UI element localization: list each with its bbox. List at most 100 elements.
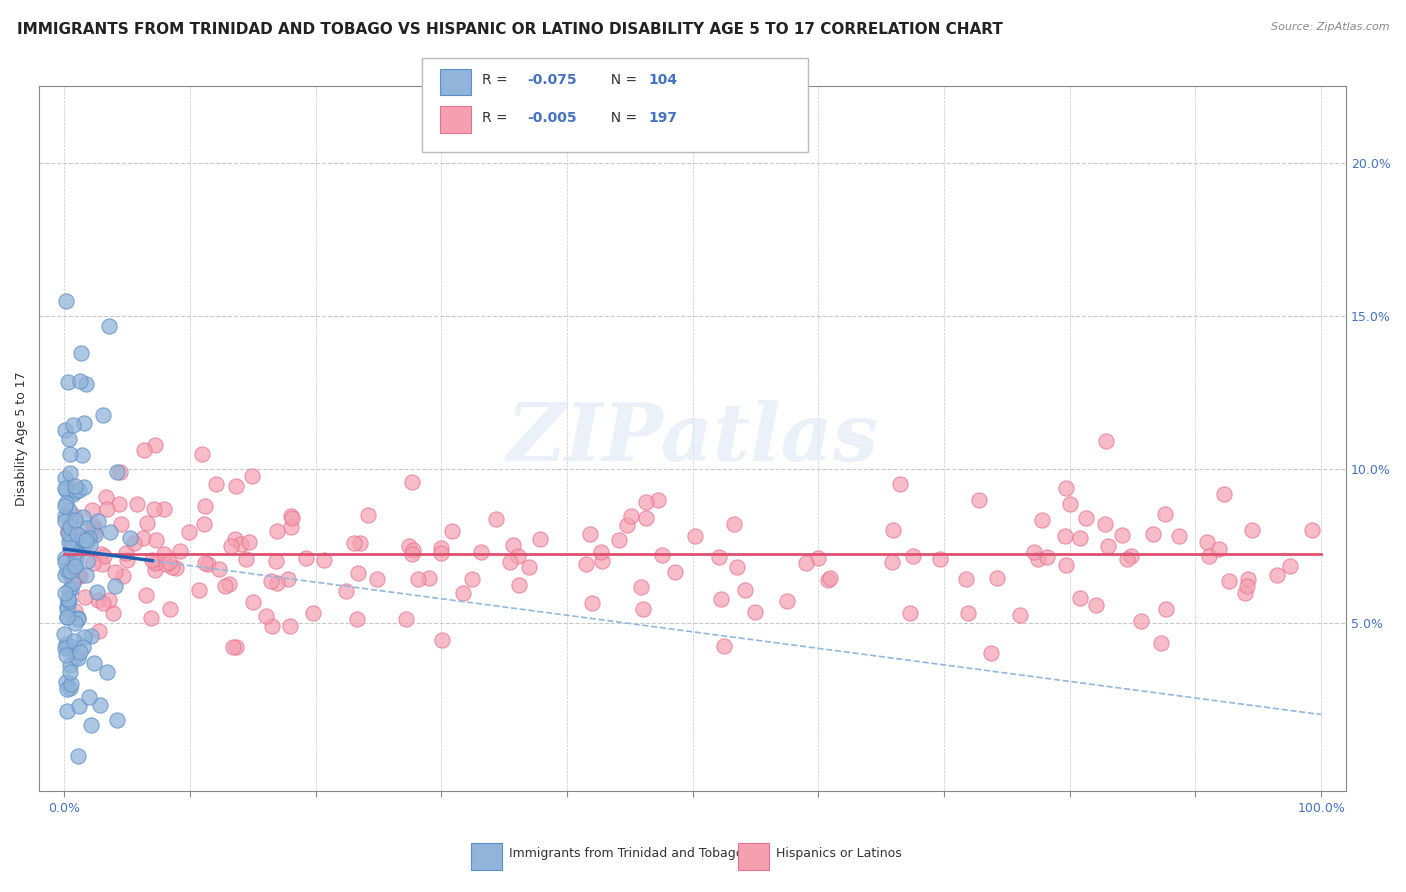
Point	[90, 547, 112, 561]
Point	[1069, 591, 1091, 605]
Point	[734, 582, 756, 597]
Point	[55, 514, 77, 528]
Point	[63, 634, 86, 648]
Point	[110, 517, 132, 532]
Point	[589, 545, 612, 559]
Point	[75, 568, 97, 582]
Point	[159, 601, 181, 615]
Point	[1026, 551, 1049, 566]
Point	[980, 646, 1002, 660]
Point	[683, 529, 706, 543]
Point	[55, 293, 77, 308]
Point	[1085, 598, 1108, 612]
Point	[889, 477, 911, 491]
Point	[60, 582, 83, 596]
Point	[62, 576, 84, 591]
Point	[63, 543, 86, 558]
Point	[280, 509, 302, 524]
Point	[529, 532, 551, 546]
Point	[1054, 481, 1077, 495]
Point	[1241, 523, 1264, 537]
Point	[636, 494, 658, 508]
Point	[136, 516, 159, 530]
Text: R =: R =	[482, 73, 512, 87]
Point	[91, 409, 114, 423]
Point	[55, 483, 77, 497]
Point	[238, 535, 260, 549]
Point	[60, 639, 83, 653]
Point	[224, 533, 246, 547]
Point	[578, 526, 600, 541]
Point	[636, 511, 658, 525]
Point	[56, 592, 79, 607]
Point	[76, 533, 98, 548]
Text: 104: 104	[648, 73, 678, 87]
Point	[179, 524, 201, 539]
Point	[55, 637, 77, 651]
Point	[430, 632, 453, 647]
Point	[72, 510, 94, 524]
Point	[1168, 528, 1191, 542]
Point	[1265, 568, 1288, 582]
Point	[591, 554, 613, 568]
Point	[955, 572, 977, 586]
Point	[105, 466, 128, 480]
Point	[1054, 529, 1077, 543]
Point	[581, 596, 603, 610]
Point	[647, 492, 669, 507]
Point	[141, 611, 163, 625]
Point	[101, 606, 124, 620]
Point	[59, 520, 82, 534]
Point	[155, 557, 177, 571]
Point	[1031, 513, 1053, 527]
Point	[53, 481, 76, 495]
Point	[205, 477, 228, 491]
Point	[280, 519, 302, 533]
Point	[63, 513, 86, 527]
Point	[66, 527, 89, 541]
Point	[125, 497, 148, 511]
Point	[58, 503, 80, 517]
Point	[470, 545, 492, 559]
Point	[744, 605, 766, 619]
Point	[1301, 523, 1323, 537]
Point	[65, 615, 87, 630]
Point	[406, 572, 429, 586]
Point	[986, 571, 1008, 585]
Point	[115, 553, 138, 567]
Point	[69, 569, 91, 583]
Point	[346, 612, 368, 626]
Point	[142, 501, 165, 516]
Point	[1154, 602, 1177, 616]
Point	[58, 432, 80, 446]
Point	[145, 438, 167, 452]
Text: ZIPatlas: ZIPatlas	[506, 400, 879, 477]
Point	[96, 665, 118, 679]
Point	[77, 531, 100, 545]
Point	[105, 713, 128, 727]
Point	[97, 593, 120, 607]
Point	[104, 579, 127, 593]
Point	[55, 648, 77, 662]
Point	[55, 681, 77, 696]
Point	[56, 640, 79, 654]
Point	[75, 590, 97, 604]
Point	[82, 521, 104, 535]
Point	[1142, 527, 1164, 541]
Point	[65, 534, 87, 549]
Point	[76, 554, 98, 568]
Point	[59, 657, 82, 672]
Point	[63, 604, 86, 618]
Point	[59, 566, 82, 581]
Point	[190, 447, 212, 461]
Point	[1059, 497, 1081, 511]
Point	[59, 542, 82, 557]
Text: Immigrants from Trinidad and Tobago: Immigrants from Trinidad and Tobago	[509, 847, 744, 861]
Point	[169, 544, 191, 558]
Point	[62, 574, 84, 589]
Point	[145, 533, 167, 548]
Point	[83, 656, 105, 670]
Point	[214, 578, 236, 592]
Point	[70, 449, 93, 463]
Point	[59, 564, 82, 578]
